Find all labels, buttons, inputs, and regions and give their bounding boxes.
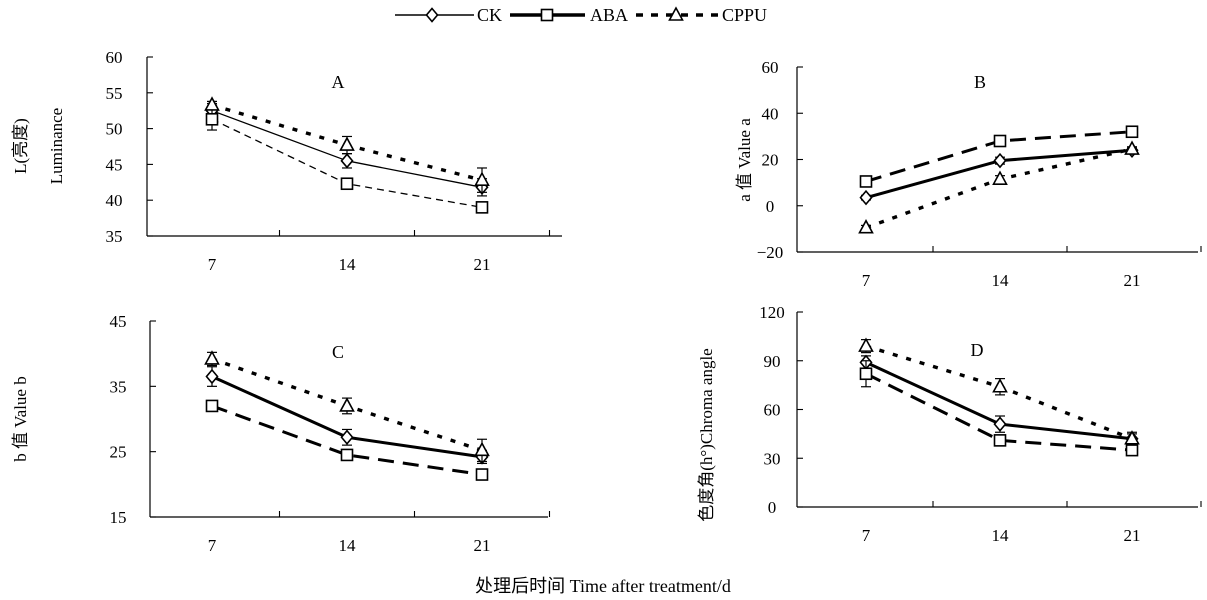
y-tick-label: 40 (762, 104, 779, 123)
data-point (859, 189, 873, 206)
chart-panel-c: 15 25 35 45 7 14 21 Cb 值 Value b (11, 312, 551, 555)
series-cppu (858, 140, 1140, 234)
data-point (475, 201, 489, 214)
series-cppu (858, 337, 1140, 446)
data-point (339, 397, 355, 412)
x-tick-label: 21 (1124, 526, 1141, 545)
series-line (211, 404, 483, 477)
x-tick-label: 14 (992, 526, 1010, 545)
series-line (865, 372, 1133, 452)
data-point (340, 177, 354, 191)
legend-marker (668, 6, 684, 21)
series-aba (859, 360, 1139, 457)
y-axis-title: a 值 Value a (735, 118, 754, 202)
series-ck (859, 354, 1139, 447)
data-point (204, 350, 220, 365)
data-point (993, 416, 1007, 432)
data-point (993, 434, 1007, 447)
y-tick-label: 45 (106, 155, 123, 174)
series-cppu (204, 96, 490, 193)
legend: CK ABA CPPU (395, 5, 767, 25)
chart-panel-b: −20 0 20 40 60 7 14 21 Ba 值 Value a (735, 58, 1202, 290)
x-tick-label: 7 (208, 255, 217, 274)
data-point (1124, 430, 1140, 445)
legend-label: CPPU (722, 5, 767, 25)
chart-panels: 35 40 45 50 55 60 7 14 21 A L(亮度) Luminance −20 0 20 40… (11, 48, 1202, 555)
data-point (474, 171, 490, 186)
chart-panel-a: 35 40 45 50 55 60 7 14 21 A L(亮度) Luminance (11, 48, 562, 274)
y-tick-label: 120 (759, 303, 785, 322)
series-aba (859, 125, 1139, 188)
y-tick-label: 45 (110, 312, 127, 331)
data-point (474, 441, 490, 457)
x-tick-label: 7 (208, 536, 217, 555)
x-axis-title: 处理后时间 Time after treatment/d (475, 576, 731, 596)
x-tick-label: 21 (474, 255, 491, 274)
data-point (859, 367, 873, 381)
legend-label: CK (477, 5, 502, 25)
legend-marker (540, 8, 554, 22)
chart-panel-d: 0 30 60 90 120 7 14 21 D 色度角(h°)Chroma angle (697, 303, 1202, 545)
y-tick-label: 50 (106, 120, 123, 139)
y-tick-label: 35 (106, 227, 123, 246)
y-tick-label: 60 (106, 48, 123, 67)
data-point (475, 468, 489, 481)
x-tick-label: 14 (339, 536, 357, 555)
x-tick-label: 21 (474, 536, 491, 555)
y-axis-title: 色度角(h°)Chroma angle (697, 348, 716, 521)
data-point (339, 136, 355, 151)
x-tick-label: 14 (992, 271, 1010, 290)
series-aba (205, 399, 489, 481)
series-cppu (204, 350, 490, 463)
y-tick-label: 40 (106, 191, 123, 210)
y-axis-title: b 值 Value b (11, 376, 30, 461)
data-point (205, 368, 219, 385)
y-tick-label: 15 (110, 508, 127, 527)
y-tick-label: −20 (757, 243, 784, 262)
data-point (858, 219, 874, 234)
legend-label: ABA (590, 5, 628, 25)
y-tick-label: 55 (106, 84, 123, 103)
data-point (1124, 140, 1140, 155)
data-point (1125, 443, 1139, 457)
x-tick-label: 14 (339, 255, 357, 274)
y-tick-label: 0 (766, 197, 775, 216)
legend-marker (425, 7, 439, 23)
data-point (1125, 125, 1139, 139)
y-tick-label: 60 (762, 58, 779, 77)
panel-label: A (332, 72, 345, 92)
data-point (205, 399, 219, 413)
data-point (992, 378, 1008, 393)
legend-item-ck: CK (395, 5, 502, 25)
data-point (993, 134, 1007, 148)
y-tick-label: 60 (764, 401, 781, 420)
y-tick-label: 25 (110, 443, 127, 462)
data-point (992, 170, 1008, 185)
data-point (858, 337, 874, 352)
data-point (205, 112, 219, 126)
y-tick-label: 90 (764, 352, 781, 371)
panel-label: B (974, 72, 986, 92)
data-point (340, 153, 354, 169)
data-point (340, 429, 354, 446)
y-axis-title: L(亮度) (11, 118, 30, 174)
legend-item-cppu: CPPU (636, 5, 767, 25)
y-axis-title-line-2: Luminance (47, 108, 66, 184)
data-point (993, 152, 1007, 169)
y-tick-label: 20 (762, 151, 779, 170)
panel-label: C (332, 342, 344, 362)
legend-item-aba: ABA (510, 5, 628, 25)
y-tick-label: 30 (764, 449, 781, 468)
x-tick-label: 7 (862, 271, 871, 290)
x-tick-label: 21 (1124, 271, 1141, 290)
data-point (859, 175, 873, 188)
y-tick-label: 0 (768, 498, 777, 517)
x-tick-label: 7 (862, 526, 871, 545)
series-aba (205, 107, 489, 214)
data-point (204, 96, 220, 111)
y-tick-label: 35 (110, 377, 127, 396)
panel-label: D (971, 340, 984, 360)
data-point (340, 448, 354, 462)
